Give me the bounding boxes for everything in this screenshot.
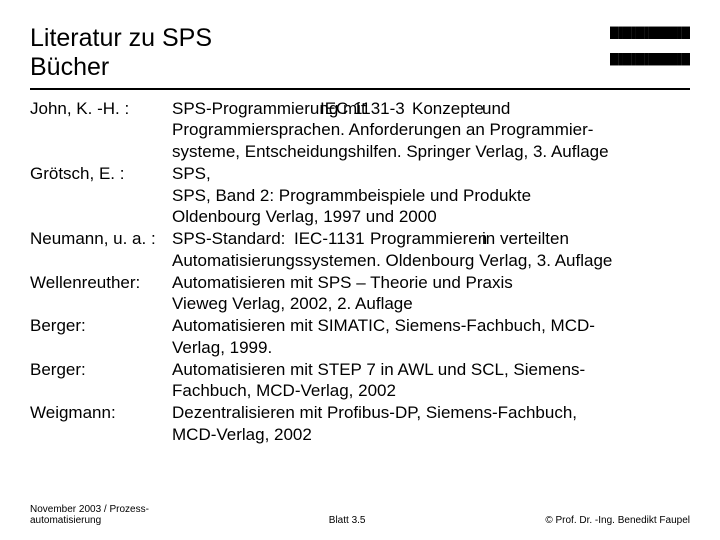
htw-logo bbox=[610, 26, 690, 71]
slide: Literatur zu SPS Bücher John, K. -H. :SP… bbox=[0, 0, 720, 540]
entry-line: Programmiersprachen. Anforderungen an Pr… bbox=[172, 119, 690, 141]
entry-description: Automatisieren mit SIMATIC, Siemens-Fach… bbox=[172, 315, 690, 359]
footer: November 2003 / Prozess- automatisierung… bbox=[30, 504, 690, 526]
bibliography-entry: Berger:Automatisieren mit STEP 7 in AWL … bbox=[30, 359, 690, 403]
entry-description: Automatisieren mit STEP 7 in AWL und SCL… bbox=[172, 359, 690, 403]
bibliography-entry: Neumann, u. a. :SPS-Standard:IEC-1131Pro… bbox=[30, 228, 690, 272]
title-block: Literatur zu SPS Bücher bbox=[30, 24, 212, 82]
bibliography-entry: Weigmann:Dezentralisieren mit Profibus-D… bbox=[30, 402, 690, 446]
entry-description: SPS,SPS, Band 2: Programmbeispiele und P… bbox=[172, 163, 690, 228]
entry-line: Verlag, 1999. bbox=[172, 337, 690, 359]
bibliography-entry: John, K. -H. :SPS-Programmierung mitIEC … bbox=[30, 98, 690, 163]
entry-description: Dezentralisieren mit Profibus-DP, Siemen… bbox=[172, 402, 690, 446]
title-line-2: Bücher bbox=[30, 53, 109, 81]
header-row: Literatur zu SPS Bücher bbox=[30, 24, 690, 82]
entry-line: SPS, Band 2: Programmbeispiele und Produ… bbox=[172, 185, 690, 207]
entry-author: Neumann, u. a. : bbox=[30, 228, 172, 250]
bibliography-entry: Berger:Automatisieren mit SIMATIC, Sieme… bbox=[30, 315, 690, 359]
entry-author: Berger: bbox=[30, 315, 172, 337]
footer-left: November 2003 / Prozess- automatisierung bbox=[30, 504, 149, 526]
entry-line: systeme, Entscheidungshilfen. Springer V… bbox=[172, 141, 690, 163]
entry-line: Automatisieren mit STEP 7 in AWL und SCL… bbox=[172, 359, 690, 381]
entry-line: SPS, bbox=[172, 163, 690, 185]
entry-line: Vieweg Verlag, 2002, 2. Auflage bbox=[172, 293, 690, 315]
entry-line: SPS-Standard:IEC-1131Programmierenin ver… bbox=[172, 228, 690, 250]
bibliography-entry: Grötsch, E. :SPS,SPS, Band 2: Programmbe… bbox=[30, 163, 690, 228]
entry-author: Berger: bbox=[30, 359, 172, 381]
entry-line: Fachbuch, MCD-Verlag, 2002 bbox=[172, 380, 690, 402]
htw-logo-svg bbox=[610, 26, 690, 66]
entry-description: SPS-Programmierung mitIEC 1131-3Konzepte… bbox=[172, 98, 690, 163]
bibliography-list: John, K. -H. :SPS-Programmierung mitIEC … bbox=[30, 98, 690, 446]
page-title: Literatur zu SPS Bücher bbox=[30, 24, 212, 82]
entry-line: Oldenbourg Verlag, 1997 und 2000 bbox=[172, 206, 690, 228]
entry-line: Automatisieren mit SIMATIC, Siemens-Fach… bbox=[172, 315, 690, 337]
entry-author: Grötsch, E. : bbox=[30, 163, 172, 185]
footer-left-line1: November 2003 / Prozess- bbox=[30, 504, 149, 515]
entry-line: Automatisieren mit SPS – Theorie und Pra… bbox=[172, 272, 690, 294]
entry-line: MCD-Verlag, 2002 bbox=[172, 424, 690, 446]
bibliography-entry: Wellenreuther:Automatisieren mit SPS – T… bbox=[30, 272, 690, 316]
entry-line: Automatisierungssystemen. Oldenbourg Ver… bbox=[172, 250, 690, 272]
entry-author: John, K. -H. : bbox=[30, 98, 172, 120]
footer-left-line2: automatisierung bbox=[30, 515, 101, 526]
entry-description: SPS-Standard:IEC-1131Programmierenin ver… bbox=[172, 228, 690, 272]
entry-author: Weigmann: bbox=[30, 402, 172, 424]
entry-line: SPS-Programmierung mitIEC 1131-3Konzepte… bbox=[172, 98, 690, 120]
footer-right: © Prof. Dr. -Ing. Benedikt Faupel bbox=[545, 515, 690, 526]
entry-description: Automatisieren mit SPS – Theorie und Pra… bbox=[172, 272, 690, 316]
title-line-1: Literatur zu SPS bbox=[30, 24, 212, 52]
divider bbox=[30, 88, 690, 90]
footer-center: Blatt 3.5 bbox=[149, 515, 545, 526]
entry-line: Dezentralisieren mit Profibus-DP, Siemen… bbox=[172, 402, 690, 424]
entry-author: Wellenreuther: bbox=[30, 272, 172, 294]
